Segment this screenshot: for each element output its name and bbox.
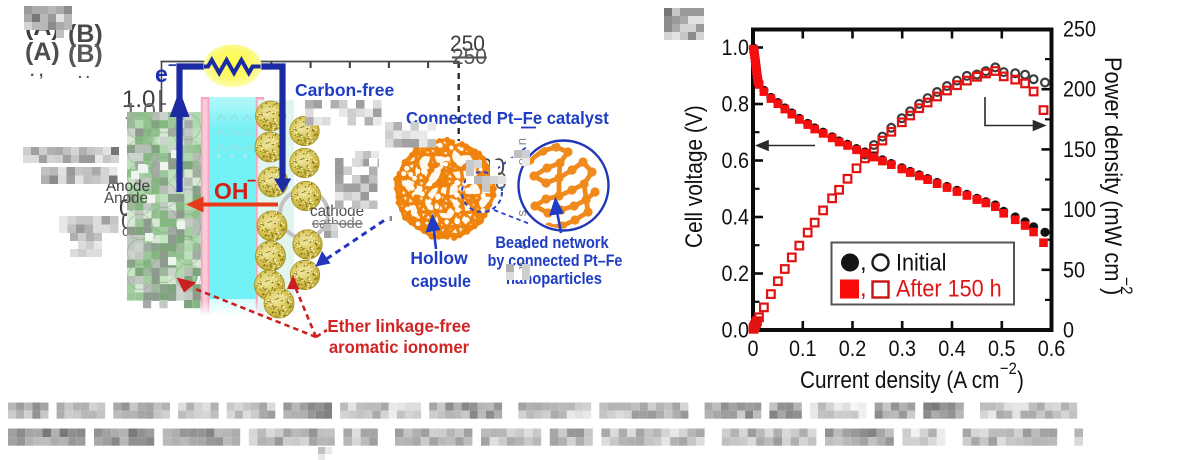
svg-text:aromatic ionomer: aromatic ionomer <box>329 338 470 357</box>
svg-text:0: 0 <box>747 337 758 361</box>
svg-text:0.4: 0.4 <box>721 206 749 230</box>
svg-text:250: 250 <box>452 45 487 70</box>
svg-text:0.2: 0.2 <box>721 262 749 286</box>
svg-text:Initial: Initial <box>896 248 946 275</box>
svg-text:Current density (A cm: Current density (A cm <box>800 367 999 394</box>
svg-text:,: , <box>860 249 867 276</box>
svg-text:): ) <box>1017 367 1024 394</box>
svg-text:. ,: . , <box>30 63 43 80</box>
svg-text:0.6: 0.6 <box>721 149 749 173</box>
svg-text:1.0: 1.0 <box>721 36 749 60</box>
svg-text:−: − <box>168 57 177 74</box>
svg-text:capsule: capsule <box>411 271 471 291</box>
svg-text:−2: −2 <box>1000 360 1017 378</box>
svg-text:u: u <box>516 138 531 145</box>
svg-text:s: s <box>516 210 531 217</box>
svg-text:w: w <box>516 239 531 250</box>
svg-text:e: e <box>155 61 168 87</box>
svg-text:0.2: 0.2 <box>839 337 867 361</box>
svg-text:0.0: 0.0 <box>721 319 749 343</box>
svg-text:250: 250 <box>450 32 485 57</box>
svg-text:Power density (mW cm: Power density (mW cm <box>1100 57 1127 281</box>
svg-text:0.5: 0.5 <box>988 337 1016 361</box>
svg-text:by connected Pt–Fe: by connected Pt–Fe <box>488 252 623 270</box>
svg-text:100: 100 <box>1063 198 1096 222</box>
svg-text:): ) <box>1100 288 1127 295</box>
svg-text:Anode: Anode <box>104 190 148 207</box>
svg-text:Cell voltage (V): Cell voltage (V) <box>681 105 708 248</box>
svg-text:−: − <box>247 173 256 190</box>
svg-text:0.8: 0.8 <box>721 93 749 117</box>
svg-text:,: , <box>860 275 867 302</box>
svg-text:(B): (B) <box>68 40 103 68</box>
svg-text:0: 0 <box>1063 319 1074 343</box>
svg-text:After 150 h: After 150 h <box>896 274 1002 301</box>
svg-text:0.4: 0.4 <box>938 337 966 361</box>
svg-text:0.6: 0.6 <box>1038 337 1066 361</box>
svg-text:(A): (A) <box>25 38 60 66</box>
svg-text:−2: −2 <box>1117 277 1136 295</box>
svg-text:0.1: 0.1 <box>789 337 817 361</box>
svg-text:50: 50 <box>1063 258 1085 282</box>
svg-text:Hollow: Hollow <box>410 248 468 268</box>
svg-text:1.0: 1.0 <box>122 86 155 113</box>
svg-text:0.3: 0.3 <box>888 337 916 361</box>
svg-text:. .: . . <box>78 65 90 81</box>
svg-text:cathode: cathode <box>310 203 364 220</box>
svg-text:200: 200 <box>1063 78 1096 102</box>
svg-text:(B): (B) <box>68 20 103 48</box>
svg-text:150: 150 <box>1063 138 1096 162</box>
svg-text:Carbon-free: Carbon-free <box>295 80 394 100</box>
svg-text:Ether linkage-free: Ether linkage-free <box>327 316 470 336</box>
svg-text:250: 250 <box>1063 18 1096 42</box>
svg-text:nanoparticles: nanoparticles <box>506 270 602 288</box>
svg-text:OH: OH <box>214 178 249 204</box>
svg-text:Beaded network: Beaded network <box>495 234 609 252</box>
svg-text:Connected Pt–Fe catalyst: Connected Pt–Fe catalyst <box>406 109 609 128</box>
